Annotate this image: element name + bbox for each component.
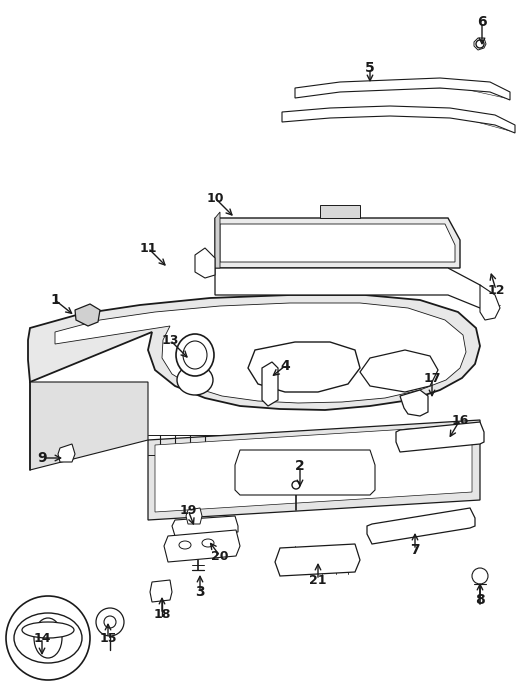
Polygon shape [474,38,486,50]
Polygon shape [320,205,360,218]
Text: 19: 19 [179,504,197,517]
Polygon shape [150,580,172,602]
Polygon shape [215,212,220,268]
Polygon shape [295,78,510,100]
Polygon shape [235,450,375,495]
Circle shape [104,616,116,628]
Polygon shape [58,444,75,462]
Polygon shape [215,218,460,268]
Text: 18: 18 [153,608,171,621]
Polygon shape [248,342,360,392]
Text: 1: 1 [50,293,60,307]
Text: 10: 10 [206,191,224,204]
Text: 9: 9 [37,451,47,465]
Text: 13: 13 [161,333,179,346]
Text: 11: 11 [139,241,157,255]
Ellipse shape [34,618,62,658]
Ellipse shape [183,341,207,369]
Text: 15: 15 [99,632,117,645]
Circle shape [472,568,488,584]
Text: 12: 12 [487,283,505,296]
Polygon shape [55,303,466,403]
Polygon shape [30,382,148,470]
Polygon shape [186,508,202,524]
Circle shape [292,481,300,489]
Polygon shape [400,390,428,416]
Ellipse shape [176,334,214,376]
Polygon shape [282,106,515,133]
Polygon shape [148,420,480,520]
Polygon shape [195,248,215,278]
Text: 5: 5 [365,61,375,75]
Polygon shape [28,295,480,410]
Text: 2: 2 [295,459,305,473]
Text: 6: 6 [477,15,487,29]
Polygon shape [215,268,490,308]
Ellipse shape [177,365,213,395]
Text: 16: 16 [451,414,469,427]
Ellipse shape [14,613,82,663]
Ellipse shape [202,539,214,547]
Polygon shape [172,516,238,536]
Text: 17: 17 [423,372,441,384]
Circle shape [6,596,90,680]
Text: 8: 8 [475,593,485,607]
Circle shape [476,40,484,48]
Polygon shape [275,544,360,576]
Polygon shape [396,422,484,452]
Text: 14: 14 [33,632,50,645]
Polygon shape [367,508,475,544]
Polygon shape [164,530,240,562]
Polygon shape [360,350,438,392]
Ellipse shape [22,622,74,638]
Circle shape [96,608,124,636]
Polygon shape [75,304,100,326]
Polygon shape [480,285,500,320]
Text: 4: 4 [280,359,290,373]
Text: 7: 7 [410,543,420,557]
Text: 20: 20 [211,549,229,563]
Text: 3: 3 [195,585,205,599]
Polygon shape [220,224,455,262]
Ellipse shape [179,541,191,549]
Text: 21: 21 [309,573,327,587]
Polygon shape [155,425,472,512]
Polygon shape [262,362,278,406]
